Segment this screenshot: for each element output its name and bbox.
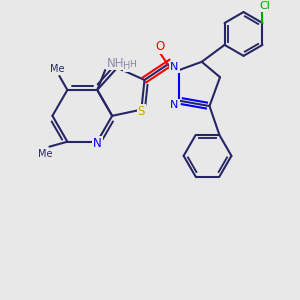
Text: N: N	[170, 62, 178, 72]
Text: H: H	[129, 60, 136, 69]
Text: H: H	[123, 61, 131, 71]
Text: S: S	[138, 105, 145, 118]
Text: O: O	[155, 40, 164, 53]
Text: NH: NH	[106, 57, 124, 70]
Text: Me: Me	[50, 64, 65, 74]
Text: N: N	[170, 100, 178, 110]
Text: Cl: Cl	[259, 1, 270, 11]
Text: Me: Me	[38, 148, 53, 159]
Text: N: N	[93, 137, 102, 150]
Text: NH: NH	[107, 59, 124, 69]
